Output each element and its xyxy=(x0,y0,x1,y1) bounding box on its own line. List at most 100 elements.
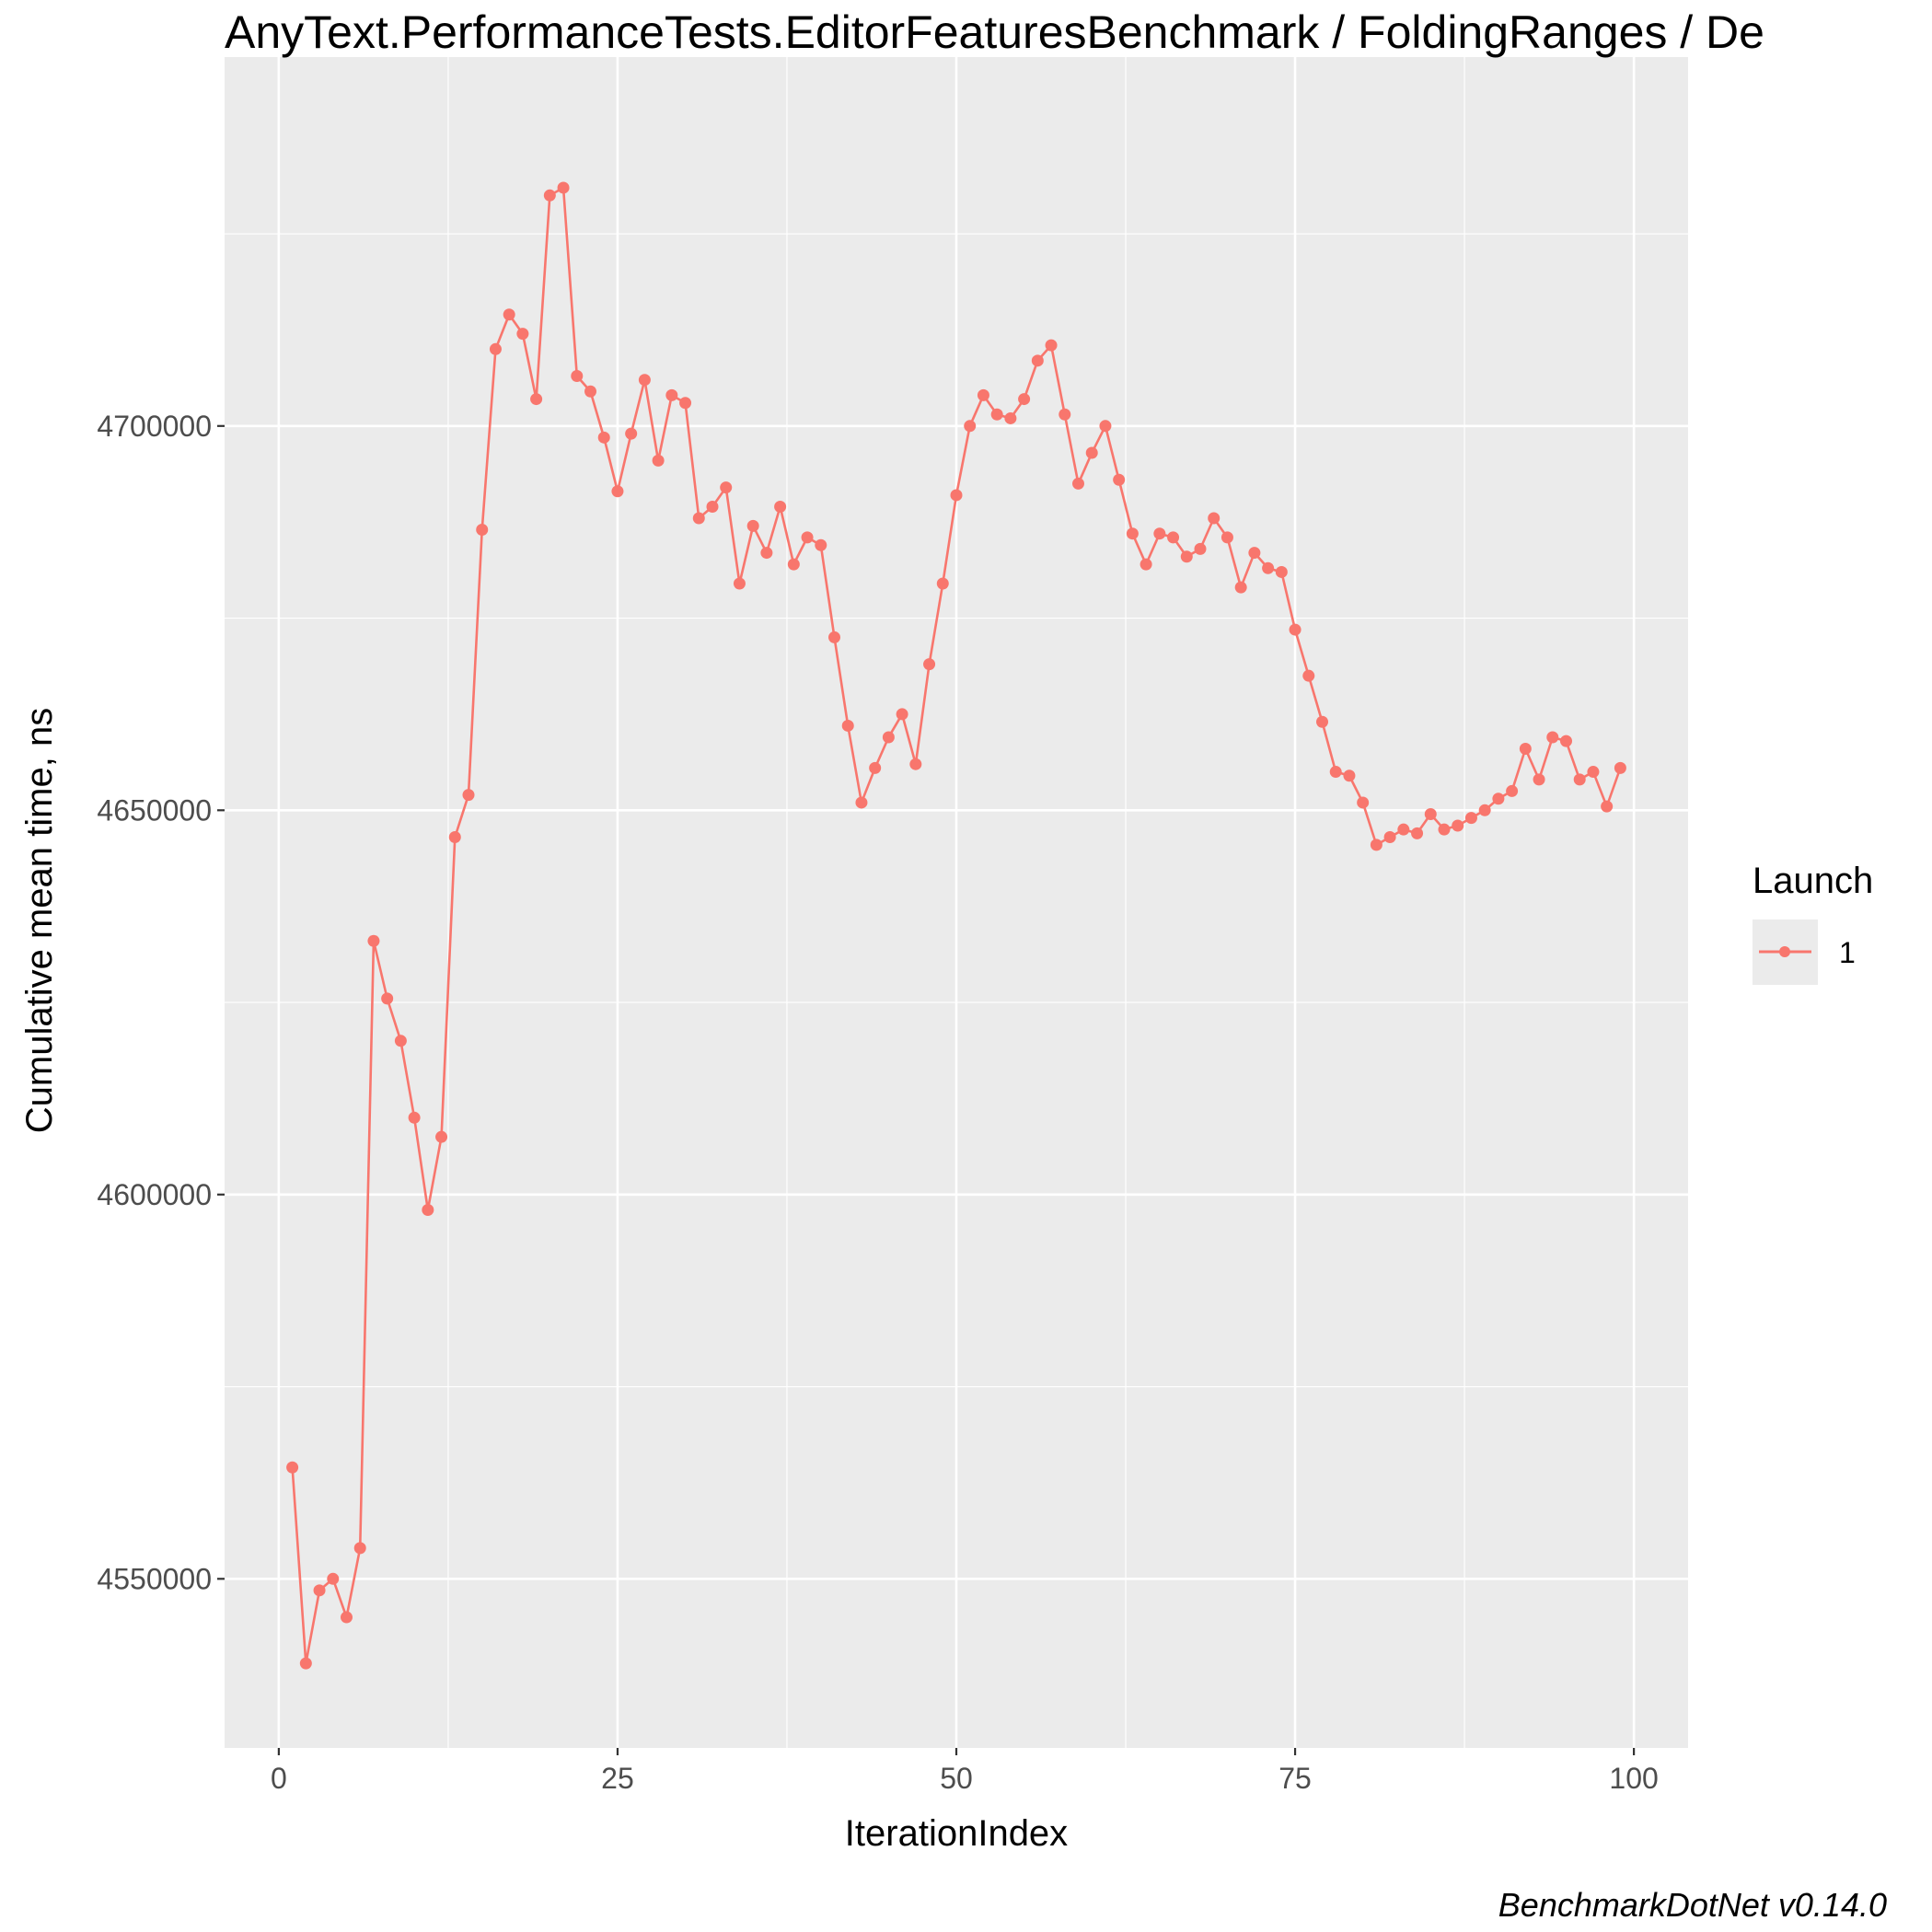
data-point xyxy=(462,789,475,802)
data-point xyxy=(1180,550,1193,563)
data-point xyxy=(557,181,570,194)
data-point xyxy=(1221,531,1233,544)
data-point xyxy=(1126,527,1139,540)
data-point xyxy=(1031,354,1044,367)
data-point xyxy=(815,538,827,551)
data-point xyxy=(597,431,610,444)
data-point xyxy=(1343,769,1356,782)
data-point xyxy=(313,1584,326,1597)
grid-major xyxy=(225,57,1688,1748)
data-point xyxy=(760,547,773,560)
data-point xyxy=(1546,731,1559,744)
data-point xyxy=(1194,542,1207,555)
data-point xyxy=(638,374,651,387)
data-point xyxy=(1533,773,1545,786)
data-point xyxy=(1397,823,1410,836)
data-point xyxy=(1506,784,1519,797)
data-point xyxy=(476,524,489,537)
data-point xyxy=(1072,477,1084,490)
data-point xyxy=(936,577,949,590)
data-point xyxy=(1357,796,1370,809)
y-tick-label: 4700000 xyxy=(97,410,212,443)
data-point xyxy=(692,512,705,525)
data-point xyxy=(679,397,692,410)
data-point xyxy=(746,519,759,532)
data-point xyxy=(1519,743,1532,755)
y-tick-label: 4550000 xyxy=(97,1562,212,1595)
y-axis: 4550000 4600000 4650000 4700000 xyxy=(97,410,225,1595)
data-point xyxy=(787,558,800,571)
data-point xyxy=(1113,473,1126,486)
data-point xyxy=(1262,561,1275,574)
data-point xyxy=(286,1461,299,1474)
x-tick-label: 50 xyxy=(940,1762,973,1795)
data-point xyxy=(1329,766,1342,779)
data-point xyxy=(408,1111,421,1124)
legend-label-1: 1 xyxy=(1839,936,1856,969)
data-point xyxy=(1018,393,1031,406)
data-point xyxy=(516,328,529,341)
data-point xyxy=(530,393,543,406)
x-tick-label: 75 xyxy=(1278,1762,1312,1795)
data-point xyxy=(1560,735,1572,747)
data-point xyxy=(503,308,515,321)
data-point xyxy=(435,1130,448,1143)
data-point xyxy=(1302,669,1315,682)
data-point xyxy=(841,719,854,732)
data-point xyxy=(341,1611,353,1624)
data-point xyxy=(625,427,638,440)
data-point xyxy=(706,500,719,513)
data-point xyxy=(1045,339,1058,352)
data-point xyxy=(367,934,380,947)
y-tick-label: 4600000 xyxy=(97,1178,212,1211)
data-point xyxy=(855,796,868,809)
data-point xyxy=(1248,547,1261,560)
data-point xyxy=(1411,827,1424,839)
data-point xyxy=(422,1204,434,1216)
data-point xyxy=(896,708,908,721)
data-point xyxy=(964,420,977,433)
data-point xyxy=(1085,446,1098,459)
data-point xyxy=(1383,831,1396,844)
x-axis: 0 25 50 75 100 xyxy=(271,1748,1659,1795)
data-point xyxy=(489,342,502,355)
data-point xyxy=(801,531,814,544)
data-point xyxy=(720,481,733,494)
chart-title: AnyText.PerformanceTests.EditorFeaturesB… xyxy=(225,6,1764,58)
data-point xyxy=(1099,420,1112,433)
data-point xyxy=(1289,623,1301,636)
data-point xyxy=(1370,839,1382,851)
data-point xyxy=(950,489,963,502)
data-point xyxy=(665,388,678,401)
series-layer xyxy=(286,181,1626,1670)
data-point xyxy=(1492,792,1505,805)
data-point xyxy=(299,1657,312,1670)
data-point xyxy=(1059,408,1071,421)
data-point xyxy=(1004,411,1017,424)
x-tick-label: 100 xyxy=(1609,1762,1658,1795)
data-point xyxy=(571,370,584,383)
data-point xyxy=(543,189,556,202)
data-point xyxy=(733,577,746,590)
data-point xyxy=(611,485,624,498)
data-point xyxy=(1424,807,1437,820)
data-point xyxy=(774,500,787,513)
data-point xyxy=(923,658,936,671)
data-point xyxy=(869,761,882,774)
y-tick-label: 4650000 xyxy=(97,793,212,827)
x-axis-title: IterationIndex xyxy=(845,1813,1068,1854)
data-point xyxy=(1601,800,1614,813)
data-point xyxy=(1478,804,1491,816)
x-tick-label: 0 xyxy=(271,1762,287,1795)
data-point xyxy=(1275,565,1288,578)
data-point xyxy=(1573,773,1586,786)
legend-key-point xyxy=(1779,946,1790,957)
data-point xyxy=(1464,812,1477,825)
data-point xyxy=(1234,581,1247,594)
data-point xyxy=(977,388,989,401)
data-point xyxy=(909,758,922,770)
data-point xyxy=(652,454,665,467)
data-point xyxy=(882,731,895,744)
data-point xyxy=(1614,761,1626,774)
